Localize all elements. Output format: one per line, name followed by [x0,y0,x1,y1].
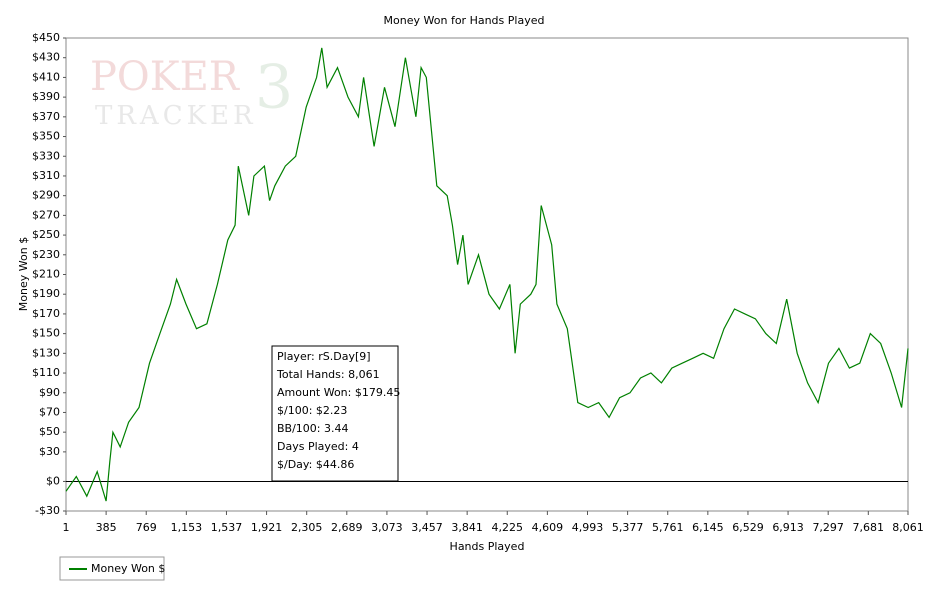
y-tick-label: $370 [32,110,60,123]
x-tick-label: 3,457 [411,521,443,534]
info-text: $/100: $2.23 [277,404,347,417]
y-tick-label: $450 [32,31,60,44]
x-tick-label: 1 [63,521,70,534]
info-text: Total Hands: 8,061 [276,368,380,381]
x-tick-label: 2,305 [291,521,323,534]
y-tick-label: $50 [39,425,60,438]
info-text: $/Day: $44.86 [277,458,354,471]
legend-label: Money Won $ [91,562,165,575]
y-tick-label: $230 [32,248,60,261]
x-tick-label: 1,153 [171,521,203,534]
y-tick-label: $0 [46,474,60,487]
line-series [65,47,909,502]
watermark: POKER [90,54,241,100]
y-tick-label: $250 [32,228,60,241]
y-tick-label: $430 [32,51,60,64]
x-tick-label: 7,297 [812,521,844,534]
x-tick-label: 1,921 [251,521,283,534]
x-tick-label: 5,377 [612,521,644,534]
x-tick-label: 385 [96,521,117,534]
y-axis-label: Money Won $ [17,237,30,311]
y-tick-label: $190 [32,287,60,300]
watermark: 3 [255,53,293,123]
x-tick-label: 2,689 [331,521,363,534]
x-tick-label: 4,225 [492,521,524,534]
y-tick-label: $130 [32,346,60,359]
x-tick-label: 5,761 [652,521,684,534]
x-tick-label: 1,537 [211,521,243,534]
y-tick-label: $410 [32,70,60,83]
x-tick-label: 7,681 [853,521,885,534]
y-tick-label: -$30 [35,504,60,517]
chart-title: Money Won for Hands Played [384,14,545,27]
x-tick-label: 6,145 [692,521,724,534]
x-tick-label: 4,993 [572,521,604,534]
x-tick-label: 769 [136,521,157,534]
info-text: Amount Won: $179.45 [277,386,400,399]
y-tick-label: $390 [32,90,60,103]
x-tick-label: 6,529 [732,521,764,534]
y-tick-label: $270 [32,208,60,221]
info-text: Days Played: 4 [277,440,359,453]
y-tick-label: $310 [32,169,60,182]
y-tick-label: $290 [32,189,60,202]
info-box [271,345,399,482]
y-tick-label: $210 [32,268,60,281]
x-tick-label: 8,061 [892,521,924,534]
y-tick-label: $110 [32,366,60,379]
y-tick-label: $330 [32,149,60,162]
y-tick-label: $170 [32,307,60,320]
info-text: BB/100: 3.44 [277,422,349,435]
legend [59,556,165,581]
y-tick-label: $90 [39,386,60,399]
watermark: TRACKER [95,101,257,131]
y-tick-label: $150 [32,327,60,340]
y-tick-label: $30 [39,445,60,458]
x-tick-label: 3,841 [451,521,483,534]
info-text: Player: rS.Day[9] [277,350,371,363]
x-tick-label: 4,609 [532,521,564,534]
x-axis-label: Hands Played [450,540,525,553]
x-tick-label: 6,913 [772,521,804,534]
y-tick-label: $350 [32,130,60,143]
x-tick-label: 3,073 [371,521,403,534]
y-tick-label: $70 [39,405,60,418]
